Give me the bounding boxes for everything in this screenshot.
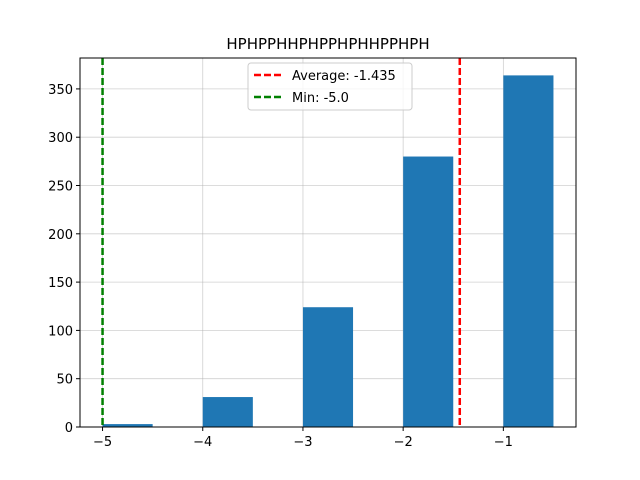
x-tick-label: −3 — [293, 435, 312, 450]
y-tick-label: 150 — [48, 276, 73, 291]
reference-lines — [101, 58, 462, 427]
grid-lines — [80, 58, 576, 428]
legend-label-average: Average: -1.435 — [292, 69, 396, 84]
histogram-bar — [202, 397, 253, 427]
y-tick-label: 300 — [48, 131, 73, 146]
x-tick-label: −1 — [494, 435, 513, 450]
legend-label-min: Min: -5.0 — [292, 91, 349, 106]
histogram-bar — [403, 156, 454, 427]
histogram-bar — [302, 307, 354, 427]
y-tick-label: 0 — [65, 421, 73, 436]
x-tick-label: −5 — [93, 435, 112, 450]
y-tick-label: 100 — [48, 324, 73, 339]
y-tick-label: 200 — [48, 228, 73, 243]
histogram-bar — [503, 75, 554, 427]
legend-box — [247, 62, 413, 111]
bars — [102, 75, 554, 427]
y-tick-label: 350 — [48, 83, 73, 98]
x-axis-ticks: −5 −4 −3 −2 −1 — [93, 427, 513, 450]
y-tick-label: 250 — [48, 180, 73, 195]
legend: Average: -1.435 Min: -5.0 — [247, 62, 413, 111]
y-axis-ticks: 0 50 100 150 200 250 300 350 — [48, 83, 80, 436]
axes-frame — [79, 57, 577, 428]
x-tick-label: −2 — [394, 435, 413, 450]
chart-title: HPHPPHHPHPPHPHHPPHPH — [226, 35, 429, 53]
histogram-bar — [102, 424, 153, 427]
x-tick-label: −4 — [193, 435, 212, 450]
y-tick-label: 50 — [56, 373, 73, 388]
